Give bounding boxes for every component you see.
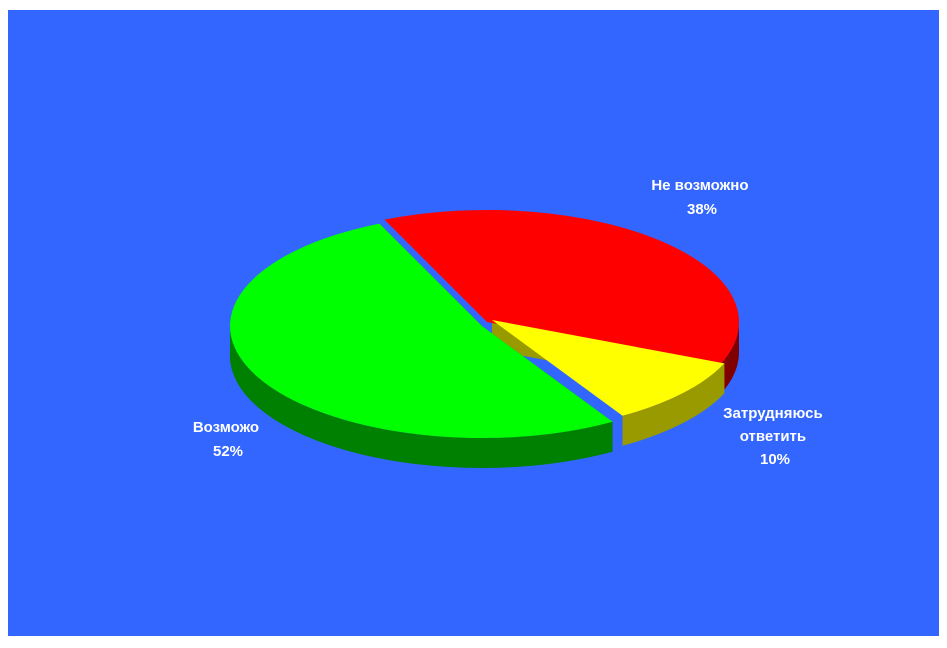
label-ne-vozmozhno-category: Не возможно [651, 177, 748, 194]
label-ne-vozmozhno: Не возможно 38% [651, 177, 752, 218]
label-zatrudnyayus-percent: 10% [760, 451, 790, 468]
label-zatrudnyayus-line1: Затрудняюсь [723, 405, 823, 422]
slice-2-top [230, 223, 613, 438]
label-zatrudnyayus-line2: ответить [740, 428, 806, 445]
label-ne-vozmozhno-percent: 38% [687, 201, 717, 218]
label-vozmozho-percent: 52% [213, 443, 243, 460]
label-vozmozho: Возможо 52% [193, 419, 263, 460]
slice-1-top [492, 320, 725, 416]
label-zatrudnyayus: Затрудняюсь ответить 10% [723, 405, 827, 468]
slice-0-top [384, 210, 739, 366]
label-vozmozho-category: Возможо [193, 419, 259, 436]
pie-tops [230, 210, 739, 438]
slice-2-side-0 [230, 326, 613, 468]
